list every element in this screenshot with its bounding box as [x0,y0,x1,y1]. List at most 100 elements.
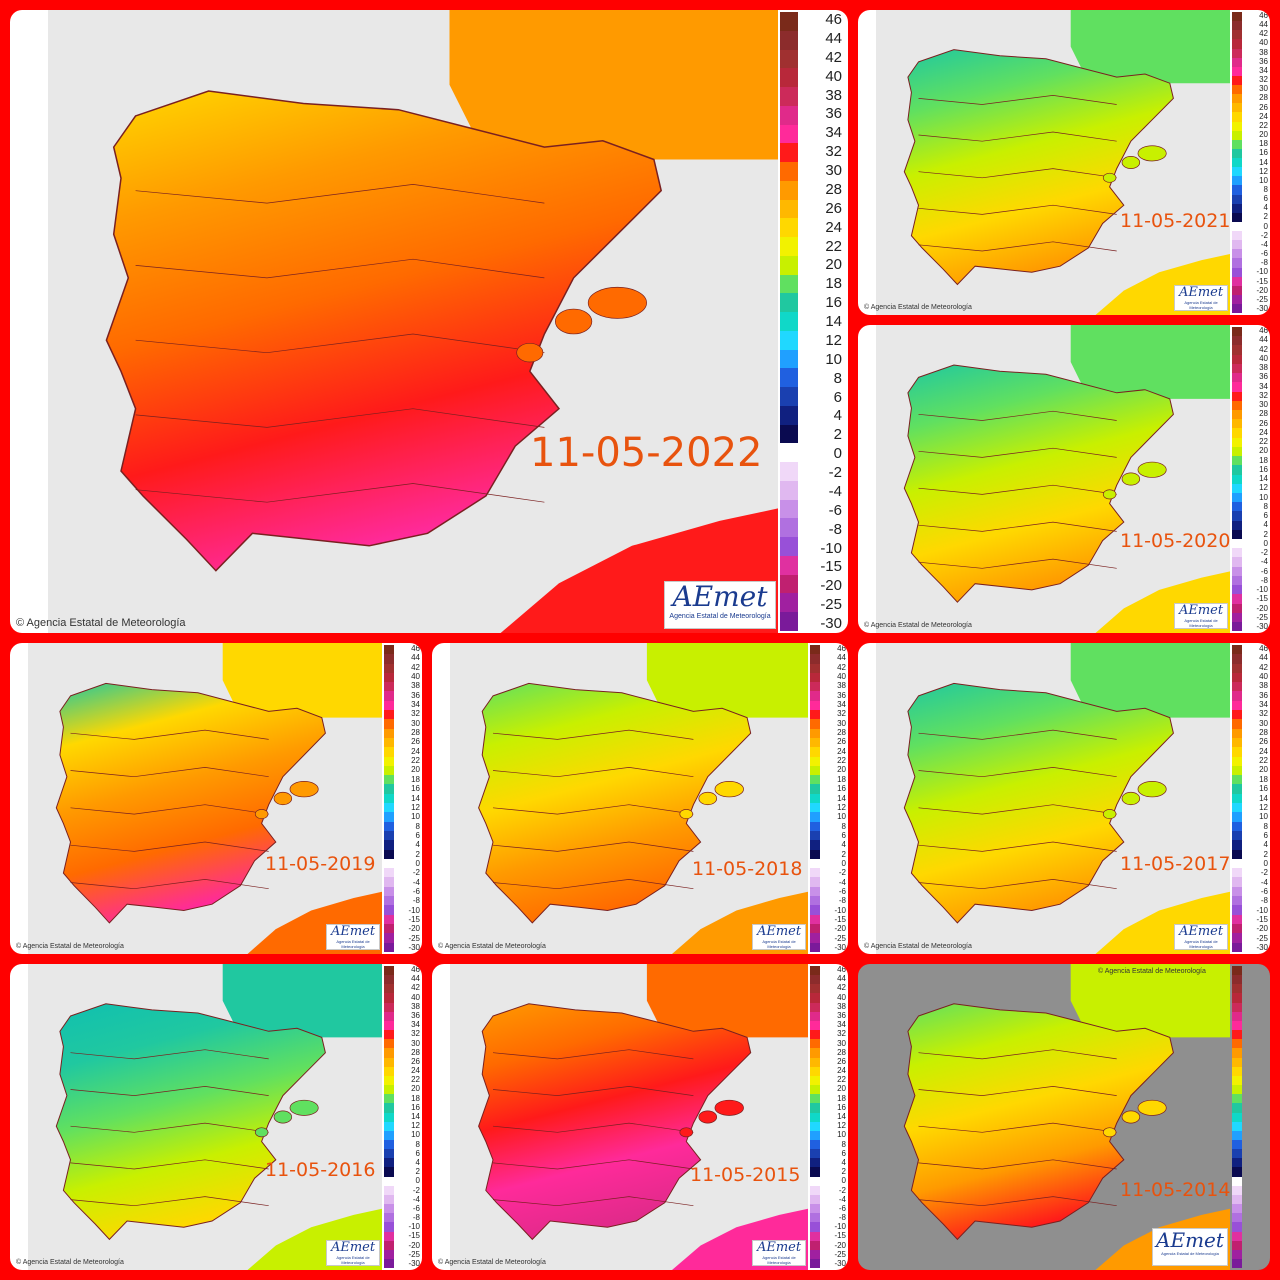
color-scale-swatch [384,923,394,934]
color-scale-swatch [780,124,798,144]
color-scale-swatch [810,1112,820,1122]
scale-tick-label: -6 [1260,566,1268,576]
scale-tick-label: 30 [411,1038,420,1048]
color-scale-swatch [384,966,394,976]
color-scale-swatch [1232,691,1242,701]
color-scale-swatch [1232,446,1242,457]
color-scale-swatch [384,1149,394,1159]
color-scale-swatch [1232,557,1242,567]
color-scale-swatch [810,1030,820,1040]
france-region [222,964,382,1038]
color-scale-swatch [1232,1094,1242,1104]
scale-tick-label: 30 [825,162,842,179]
color-scale-swatch [1232,57,1242,67]
scale-tick-label: 10 [411,812,420,822]
scale-tick-label: 4 [833,407,842,425]
color-scale-swatch [1232,258,1242,268]
color-scale-swatch [1232,858,1242,869]
scale-tick-label: 4 [841,840,846,850]
province-border [918,841,1117,852]
map-date-label: 11-05-2018 [692,858,803,880]
color-scale-swatch [780,105,798,125]
scale-tick-label: -30 [820,615,842,632]
temperature-color-scale: 46 44 42 40 38 36 34 32 30 28 26 24 22 20 18 16 14 12 10 8 6… [780,12,842,631]
scale-tick-label: 0 [1263,538,1268,548]
color-scale-swatch [810,691,820,701]
scale-tick-label: -8 [828,520,842,538]
color-scale-swatch [810,993,820,1003]
scale-tick-label: 4 [1263,520,1268,530]
scale-tick-label: 22 [825,237,842,255]
scale-tick-label: -25 [834,933,846,943]
scale-tick-label: 34 [1259,700,1268,710]
scale-tick-label: 46 [837,965,846,974]
color-scale-swatch [1232,700,1242,711]
scale-tick-label: -2 [838,1185,846,1195]
scale-tick-label: 18 [1259,455,1268,465]
color-scale-swatch [1232,1249,1242,1259]
color-scale-swatch [810,849,820,859]
province-border [492,879,694,890]
scale-tick-label: 38 [411,681,420,691]
color-scale-swatch [384,1011,394,1021]
scale-tick-label: 46 [411,965,420,974]
color-scale-swatch [1232,1039,1242,1049]
scale-tick-label: 36 [1259,372,1268,382]
color-scale-swatch [780,293,798,312]
scale-tick-label: 0 [1263,221,1268,231]
province-border [492,1122,694,1133]
province-border [492,729,694,740]
province-border [918,879,1117,890]
scale-tick-label: 34 [1259,381,1268,391]
color-scale-swatch [810,1167,820,1177]
scale-tick-label: 14 [1259,157,1268,167]
scale-tick-label: -20 [408,1240,420,1250]
province-border [70,1159,269,1170]
scale-tick-label: -15 [834,1231,846,1241]
scale-tick-label: 36 [411,690,420,700]
color-scale-swatch [1232,1259,1242,1269]
color-scale-swatch [1232,158,1242,168]
color-scale-swatch [780,199,798,219]
aemet-logo: AEmet Agencia Estatal de Meteorología [1174,924,1228,950]
temperature-color-scale [1232,966,1268,1269]
scale-tick-label: 12 [1259,483,1268,493]
temperature-color-scale: 46 44 42 40 38 36 34 32 30 28 26 24 22 20 18 16 14 12 10 8 6… [384,645,420,952]
color-scale-swatch [1232,85,1242,95]
balearic-island [289,781,319,798]
aemet-logo: AEmet Agencia Estatal de Meteorología [326,924,380,950]
color-scale-swatch [780,49,798,69]
logo-text: AEmet [756,924,802,939]
color-scale-swatch [1232,1020,1242,1031]
scale-tick-label: 44 [1259,653,1268,663]
color-scale-swatch [384,1176,394,1186]
color-scale-swatch [810,1085,820,1095]
color-scale-swatch [1232,719,1242,729]
scale-tick-label: -4 [412,877,420,887]
balearic-island [1137,145,1167,162]
scale-tick-label: 0 [415,858,420,868]
scale-tick-label: 34 [1259,65,1268,75]
color-scale-swatch [780,387,798,406]
color-scale-swatch [1232,336,1242,346]
color-scale-swatch [780,480,798,500]
temperature-map [478,964,808,1270]
scale-tick-label: 2 [841,1167,846,1177]
color-scale-swatch [810,858,820,869]
color-scale-swatch [384,896,394,906]
scale-tick-label: 6 [415,1148,420,1158]
logo-subtitle: Agencia Estatal de Meteorología [762,939,796,950]
scale-tick-label: 32 [837,709,846,719]
province-border [135,333,545,354]
color-scale-swatch [1232,148,1242,158]
color-scale-swatch [810,886,820,897]
color-scale-bar [1232,645,1242,952]
scale-tick-label: 38 [1259,363,1268,372]
color-scale-swatch [384,914,394,924]
color-scale-swatch [384,1240,394,1250]
scale-tick-label: 6 [415,830,420,840]
color-scale-swatch [1232,30,1242,40]
balearic-island [289,1099,319,1116]
scale-tick-label: -20 [1256,285,1268,295]
color-scale-swatch [384,728,394,738]
